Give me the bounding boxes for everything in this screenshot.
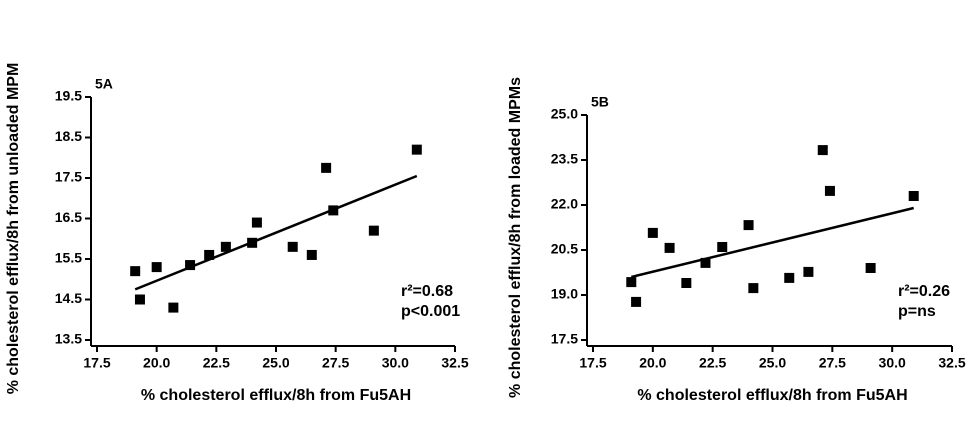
y-tick-label: 17.5 <box>55 169 82 185</box>
point <box>626 277 637 288</box>
x-tick-label: 17.5 <box>579 355 606 371</box>
point <box>151 262 162 273</box>
point <box>287 241 298 252</box>
point <box>784 272 795 283</box>
point <box>748 283 759 294</box>
point <box>717 242 728 252</box>
x-tick-label: 25.0 <box>759 355 786 371</box>
trendline <box>134 174 418 291</box>
x-tick-label: 22.5 <box>203 355 230 371</box>
x-tick-label: 20.0 <box>143 355 170 371</box>
point <box>328 205 339 216</box>
point <box>321 162 332 173</box>
point <box>251 217 262 228</box>
x-tick-label: 17.5 <box>83 355 110 371</box>
point <box>908 191 919 201</box>
y-tick-label: 17.5 <box>551 331 578 347</box>
x-tick-label: 30.0 <box>382 355 409 371</box>
y-tick-label: 20.5 <box>551 241 578 257</box>
point <box>306 249 317 260</box>
annotation: p<0.001 <box>401 303 460 320</box>
point <box>368 225 379 236</box>
y-tick-label: 19.0 <box>551 286 578 302</box>
y-tick-label: 22.0 <box>551 196 578 212</box>
y-tick-label: 14.5 <box>55 290 82 306</box>
point <box>247 237 258 248</box>
y-tick-label: 16.5 <box>55 209 82 225</box>
point <box>204 249 215 260</box>
x-axis-label: % cholesterol efflux/8h from Fu5AH <box>141 387 411 404</box>
x-tick-label: 27.5 <box>322 355 349 371</box>
y-tick-label: 13.5 <box>55 331 82 347</box>
point <box>631 296 642 307</box>
point <box>700 257 711 268</box>
y-tick-label: 19.5 <box>55 88 82 104</box>
x-tick-label: 25.0 <box>262 355 289 371</box>
y-axis-label: % cholesterol efflux/8h from unloaded MP… <box>5 63 22 395</box>
point <box>411 144 422 155</box>
point <box>185 260 196 271</box>
point <box>824 185 835 196</box>
point <box>817 145 828 156</box>
x-tick-label: 27.5 <box>819 355 846 371</box>
x-tick-label: 30.0 <box>879 355 906 371</box>
x-tick-label: 22.5 <box>699 355 726 371</box>
point <box>664 242 675 253</box>
y-tick-label: 25.0 <box>551 106 578 122</box>
x-tick-label: 20.0 <box>639 355 666 371</box>
annotation: r²=0.26 <box>898 283 950 300</box>
panel-label: 5B <box>591 94 609 110</box>
point <box>803 266 814 277</box>
annotation: r²=0.68 <box>401 283 453 300</box>
annotation: p=ns <box>898 303 936 320</box>
point <box>168 302 179 313</box>
trendline <box>630 206 915 279</box>
point <box>130 266 141 277</box>
y-tick-label: 15.5 <box>55 250 82 266</box>
point <box>743 220 754 231</box>
x-axis-label: % cholesterol efflux/8h from Fu5AH <box>637 387 907 404</box>
point <box>220 241 231 252</box>
point <box>647 227 658 238</box>
y-tick-label: 18.5 <box>55 128 82 144</box>
panel-label: 5A <box>95 76 113 92</box>
point <box>134 294 145 305</box>
y-axis-label: % cholesterol efflux/8h from loaded MPMs <box>507 77 524 398</box>
y-tick-label: 23.5 <box>551 151 578 167</box>
point <box>865 263 876 273</box>
point <box>681 278 692 288</box>
x-tick-label: 32.5 <box>938 355 965 371</box>
x-tick-label: 32.5 <box>441 355 468 371</box>
